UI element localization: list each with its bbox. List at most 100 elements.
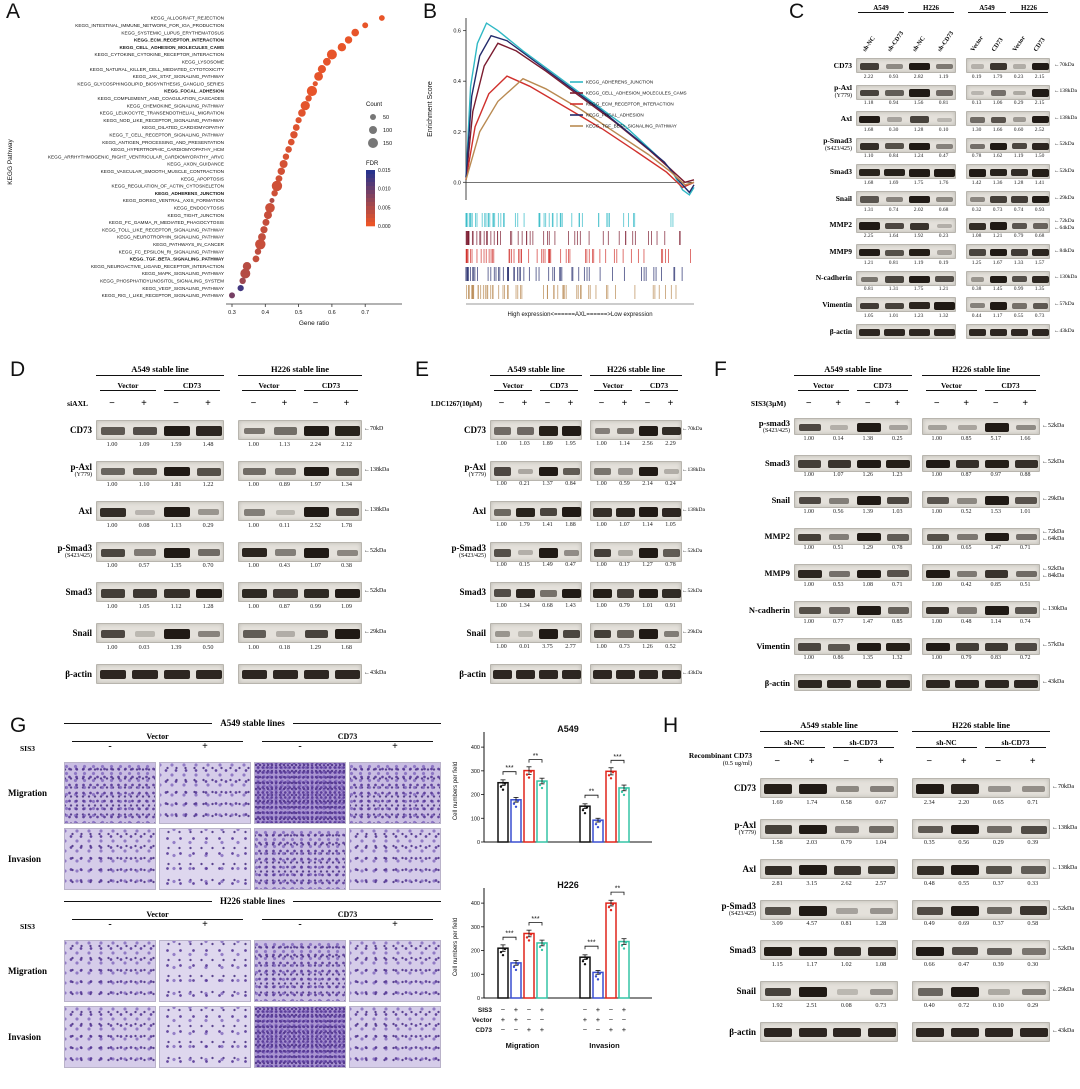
wb-band — [860, 276, 879, 283]
wb-protein-name: Smad3 — [459, 587, 486, 598]
wb-gel — [922, 637, 1040, 655]
data-point — [609, 777, 613, 780]
pathway-dot — [344, 36, 353, 44]
wb-band — [984, 533, 1009, 542]
pathway-dot — [362, 22, 369, 29]
wb-protein-name: Axl — [840, 113, 852, 123]
matrix-sign: + — [609, 1025, 614, 1034]
wb-band — [243, 467, 266, 476]
wb-lane-label: Vector — [969, 34, 986, 53]
wb-band — [132, 589, 158, 598]
panel-a-kegg-dotplot: KEGG_ALLOGRAFT_REJECTION KEGG_INTESTINAL_… — [4, 2, 416, 354]
data-point — [583, 963, 587, 966]
wb-band-value: 0.74 — [888, 206, 899, 213]
wb-band — [163, 548, 191, 558]
wb-band-value: 0.78 — [665, 562, 676, 569]
wb-band — [886, 459, 911, 469]
wb-kda-line: ←92kDa — [1042, 565, 1064, 572]
wb-protein-name: Snail — [771, 494, 790, 505]
wb-band-value: 0.60 — [1013, 126, 1024, 133]
wb-gel — [966, 270, 1050, 286]
data-point — [624, 941, 628, 944]
wb-protein-name: Snail — [835, 193, 852, 203]
wb-band-value: 1.30 — [971, 126, 982, 133]
pathway-label: KEGG_VASCULAR_SMOOTH_MUSCLE_CONTRACTION — [101, 169, 224, 174]
pathway-label: KEGG_ALLOGRAFT_REJECTION — [151, 16, 224, 21]
wb-band-value: 0.71 — [892, 581, 903, 588]
matrix-sign: − — [501, 1005, 506, 1014]
wb-band-value: 0.71 — [1027, 798, 1039, 806]
wb-band — [860, 196, 879, 203]
wb-band-value: 3.75 — [542, 643, 553, 650]
wb-values-row: 1.92 2.51 0.08 0.73 — [760, 1002, 898, 1009]
pathway-label: KEGG_ADHERENS_JUNCTION — [155, 191, 225, 196]
wb-band-value: 1.00 — [496, 440, 507, 447]
wb-protein-name: Smad3 — [65, 587, 92, 598]
legend-fdr-gradient-step — [366, 210, 375, 215]
wb-band — [935, 276, 954, 283]
wb-band-value: 0.14 — [833, 435, 844, 442]
wb-values-row: 1.31 0.74 2.02 0.68 — [856, 207, 956, 213]
transwell-image — [159, 828, 251, 890]
wb-protein-label: Axl — [660, 855, 757, 883]
wb-gel — [856, 84, 956, 100]
wb-subgroup-label: CD73 — [164, 381, 220, 391]
wb-gel — [238, 501, 362, 522]
wb-band — [493, 589, 512, 598]
wb-band — [867, 1028, 896, 1038]
wb-treatment-sign: − — [864, 398, 871, 409]
wb-kda-line: ←70kDa — [682, 426, 703, 432]
wb-band — [935, 63, 954, 70]
wb-treatment-sign: + — [960, 756, 967, 767]
wb-kda-line: ←29kDa — [682, 629, 703, 635]
wb-band-value: 1.00 — [496, 602, 507, 609]
wb-band-value: 0.23 — [1013, 73, 1024, 80]
wb-band-value: 1.21 — [938, 286, 949, 293]
wb-band-value: 1.26 — [642, 643, 653, 650]
wb-gel — [922, 454, 1040, 472]
wb-treatment-sign: − — [774, 756, 781, 767]
wb-kda-label: ←72kDa ←64kDa — [1042, 529, 1064, 543]
wb-band — [100, 548, 126, 557]
wb-band — [827, 679, 852, 688]
wb-band — [1012, 117, 1027, 123]
wb-band-value: 0.18 — [279, 643, 290, 651]
gsea-curve — [465, 42, 695, 184]
wb-protein-name: p-Axl — [464, 461, 486, 472]
wb-band-value: 1.28 — [1013, 179, 1024, 186]
wb-gel — [96, 501, 224, 522]
sig-stars: ** — [589, 789, 595, 796]
wb-band-value: 0.42 — [961, 581, 972, 588]
wb-band — [493, 670, 512, 680]
wb-kda-line: ←84kDa — [1054, 247, 1075, 254]
wb-protein-name: p-Smad3 — [451, 542, 486, 553]
data-point — [620, 790, 624, 794]
wb-band — [196, 426, 222, 436]
bar-chart-svg: A549 Cell numbers per field 0 100 200 300 400 *… — [453, 724, 652, 846]
pathway-dot — [262, 218, 270, 226]
wb-band — [859, 169, 880, 177]
pathway-label: KEGG_ARRHYTHMOGENIC_RIGHT_VENTRICULAR_CA… — [48, 154, 225, 159]
wb-band — [934, 302, 955, 310]
wb-protein-label: p-Axl (Y779) — [8, 457, 92, 485]
legend-count-dot — [369, 126, 377, 134]
wb-band-value: 0.39 — [992, 960, 1004, 968]
wb-band-value: 1.39 — [862, 508, 874, 515]
wb-gel — [912, 981, 1050, 1001]
wb-band-value: 1.00 — [931, 655, 943, 662]
wb-gel — [760, 1021, 898, 1042]
data-point — [611, 771, 615, 774]
wb-band — [540, 589, 557, 597]
wb-band — [833, 865, 861, 875]
data-point — [540, 786, 544, 790]
transwell-images-area: A549 stable lines Vector CD73 SIS3 - + - + Migra… — [6, 716, 446, 1088]
wb-gel — [490, 420, 582, 440]
wb-band — [950, 824, 979, 835]
wb-band-value: 1.56 — [913, 100, 924, 107]
wb-band — [886, 63, 903, 69]
wb-band-value: 0.37 — [992, 879, 1004, 887]
wb-kda-line: ←52kDa — [1052, 946, 1074, 953]
matrix-sign: − — [501, 1025, 506, 1034]
wb-group-title: A549 stable line — [490, 364, 582, 376]
wb-band — [859, 222, 880, 230]
